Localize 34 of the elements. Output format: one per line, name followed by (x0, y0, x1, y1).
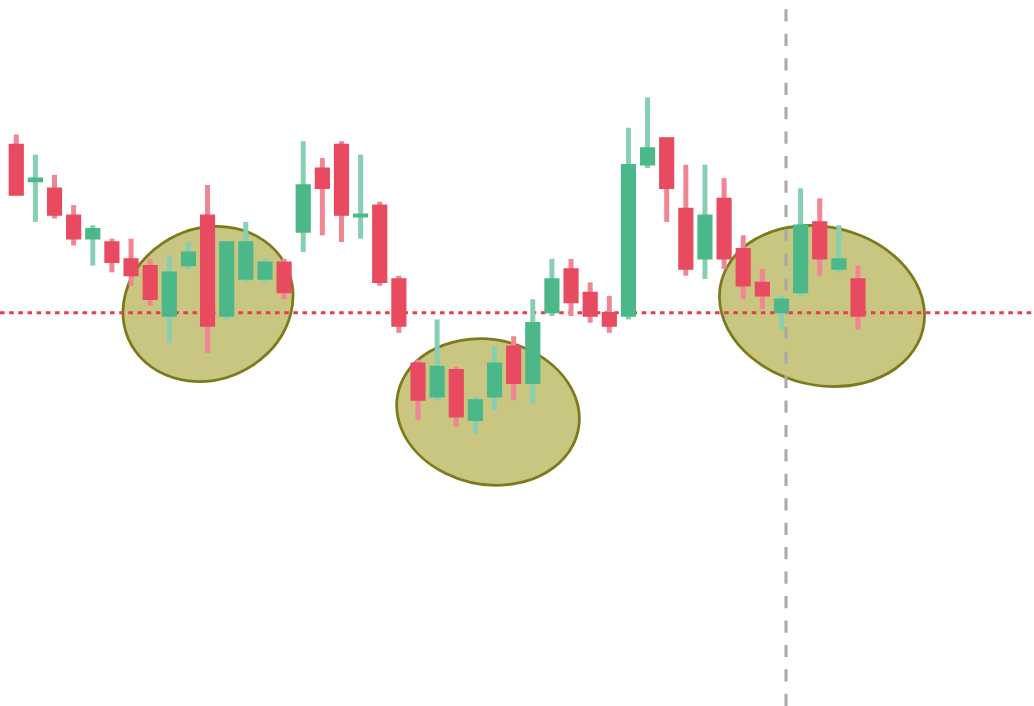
candlestick (506, 333, 522, 403)
candlestick (850, 263, 866, 332)
candlestick (314, 155, 330, 238)
candlestick (773, 293, 790, 332)
candlestick (429, 316, 445, 403)
candlestick (697, 162, 713, 282)
candlestick (238, 219, 254, 285)
candlestick (123, 236, 139, 289)
candlestick (486, 343, 503, 413)
candlestick (467, 394, 483, 437)
candlestick (276, 256, 292, 302)
candlestick (142, 256, 158, 309)
candlestick (46, 172, 63, 222)
candlestick (391, 273, 407, 336)
candlestick (85, 222, 101, 269)
candlestick (639, 95, 656, 171)
candlestick (353, 152, 369, 242)
candlestick (735, 232, 751, 302)
candlestick (831, 222, 847, 275)
candlestick (754, 266, 770, 312)
candlestick (601, 293, 617, 336)
candlestick (448, 363, 464, 430)
candlestick (161, 253, 177, 346)
candlestick (66, 202, 82, 248)
candlestick (563, 256, 579, 319)
candlestick (812, 195, 828, 279)
candlestick (582, 279, 598, 326)
candlestick (544, 256, 560, 319)
candlestick (410, 357, 426, 423)
candlestick (27, 152, 43, 225)
candlestick (104, 236, 120, 275)
candlestick (180, 239, 197, 272)
candlestick (257, 256, 273, 285)
candlestick (295, 138, 311, 255)
